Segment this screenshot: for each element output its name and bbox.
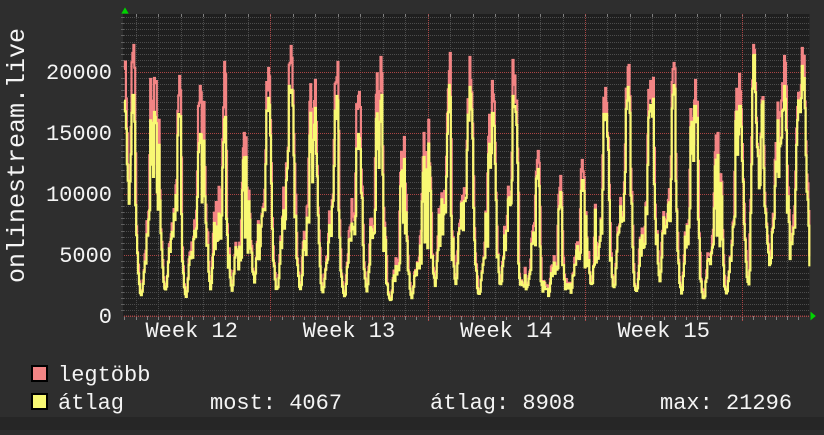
svg-text:max: 21296: max: 21296 bbox=[660, 391, 792, 416]
svg-text:20000: 20000 bbox=[46, 61, 112, 86]
svg-text:legtöbb: legtöbb bbox=[58, 363, 150, 388]
svg-text:Week 15: Week 15 bbox=[617, 319, 709, 344]
svg-text:0: 0 bbox=[99, 305, 112, 330]
svg-text:Week 14: Week 14 bbox=[460, 319, 552, 344]
svg-text:átlag: 8908: átlag: 8908 bbox=[430, 391, 575, 416]
svg-text:átlag: átlag bbox=[58, 391, 124, 416]
svg-text:Week 12: Week 12 bbox=[145, 319, 237, 344]
svg-text:10000: 10000 bbox=[46, 183, 112, 208]
svg-text:15000: 15000 bbox=[46, 122, 112, 147]
svg-text:most: 4067: most: 4067 bbox=[210, 391, 342, 416]
svg-text:5000: 5000 bbox=[59, 244, 112, 269]
svg-text:Week 13: Week 13 bbox=[303, 319, 395, 344]
svg-text:onlinestream.live: onlinestream.live bbox=[3, 28, 32, 283]
